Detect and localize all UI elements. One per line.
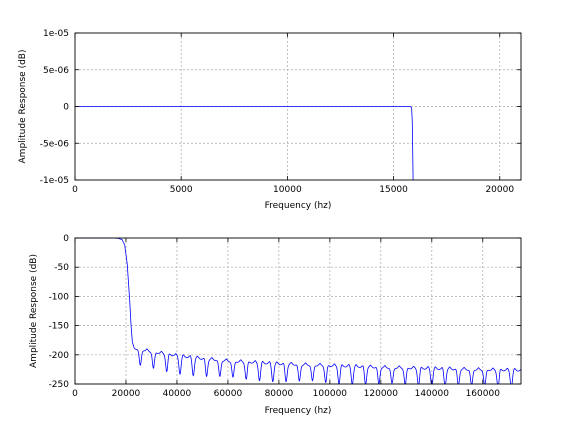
bottom-plot-frame bbox=[74, 237, 522, 385]
bottom-x-tick-label: 40000 bbox=[163, 389, 192, 399]
bottom-y-axis-label: Amplitude Response (dB) bbox=[29, 254, 39, 368]
bottom-x-tick-label: 140000 bbox=[415, 389, 450, 399]
bottom-y-tick-label: -250 bbox=[49, 380, 70, 390]
top-ticks: 0 5000 10000 15000 20000 -1e-05 -5e-06 0 5e-06 1e… bbox=[40, 29, 521, 195]
bottom-x-tick-label: 160000 bbox=[466, 389, 501, 399]
top-y-tick-label: 0 bbox=[63, 103, 69, 113]
top-y-tick-label: 5e-06 bbox=[43, 66, 69, 76]
top-x-tick-label: 20000 bbox=[485, 185, 514, 195]
bottom-y-tick-label: -50 bbox=[54, 263, 69, 273]
top-y-tick-label: 1e-05 bbox=[43, 29, 69, 39]
top-y-tick-label: -1e-05 bbox=[40, 176, 69, 186]
top-x-axis-label: Frequency (hz) bbox=[265, 201, 332, 211]
top-x-tick-label: 10000 bbox=[273, 185, 302, 195]
bottom-ticks: 0 20000 40000 60000 80000 100000 120000 140000 1… bbox=[49, 234, 521, 399]
top-y-tick-label: -5e-06 bbox=[40, 139, 69, 149]
bottom-x-tick-label: 20000 bbox=[112, 389, 141, 399]
bottom-y-tick-label: -100 bbox=[49, 292, 70, 302]
top-x-tick-label: 15000 bbox=[379, 185, 408, 195]
bottom-x-tick-label: 120000 bbox=[364, 389, 399, 399]
bottom-grid bbox=[75, 238, 521, 384]
top-x-tick-label: 5000 bbox=[170, 185, 193, 195]
top-y-axis-label: Amplitude Response (dB) bbox=[18, 50, 28, 164]
bottom-x-tick-label: 0 bbox=[72, 389, 78, 399]
bottom-x-tick-label: 60000 bbox=[214, 389, 243, 399]
bottom-x-tick-label: 100000 bbox=[313, 389, 348, 399]
bottom-y-tick-label: -150 bbox=[49, 322, 70, 332]
bottom-plot: 0 20000 40000 60000 80000 100000 120000 140000 1… bbox=[29, 234, 522, 416]
bottom-x-axis-label: Frequency (hz) bbox=[265, 406, 332, 416]
bottom-y-tick-label: 0 bbox=[63, 234, 69, 244]
top-plot: 0 5000 10000 15000 20000 -1e-05 -5e-06 0 5e-06 1e… bbox=[18, 29, 522, 211]
top-series-line bbox=[75, 106, 414, 181]
bottom-y-tick-label: -200 bbox=[49, 351, 70, 361]
bottom-series-group bbox=[75, 237, 522, 385]
bottom-x-tick-label: 80000 bbox=[265, 389, 294, 399]
top-series-group bbox=[75, 106, 414, 181]
bottom-series-line bbox=[75, 237, 522, 385]
top-x-tick-label: 0 bbox=[72, 185, 78, 195]
